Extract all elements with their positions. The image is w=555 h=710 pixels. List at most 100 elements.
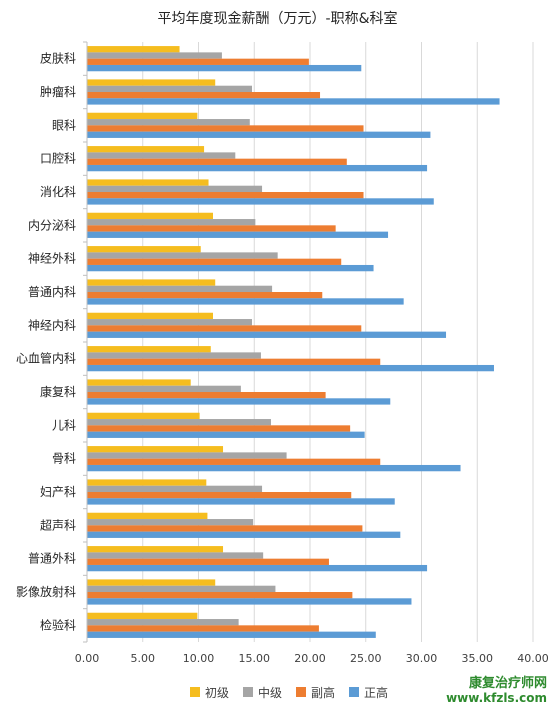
bar (87, 258, 342, 265)
x-tick-label: 35.00 (462, 652, 494, 665)
bar (87, 179, 209, 186)
bar (87, 185, 263, 192)
bar (87, 412, 200, 420)
category-label: 儿科 (52, 418, 76, 432)
bar (87, 192, 364, 199)
category-label: 皮肤科 (40, 51, 76, 66)
bar (87, 564, 428, 572)
bar (87, 458, 381, 465)
bar (87, 625, 319, 632)
category-label: 心血管内科 (16, 351, 76, 366)
bar (87, 131, 431, 138)
bar (87, 531, 401, 538)
legend-swatch (296, 687, 307, 697)
bar (87, 392, 326, 399)
bar (87, 498, 395, 505)
legend-item: 中级 (243, 684, 282, 701)
bar (87, 598, 412, 605)
x-tick-label: 25.00 (350, 652, 382, 665)
legend-label: 正高 (364, 685, 389, 700)
category-label: 普通外科 (28, 552, 76, 566)
category-label: 消化科 (40, 185, 76, 199)
bar (87, 152, 236, 159)
legend-swatch (349, 687, 360, 697)
bar (87, 425, 351, 432)
bar (87, 146, 205, 153)
bar (87, 579, 216, 586)
bar (87, 119, 250, 126)
bar (87, 525, 363, 532)
category-label: 神经外科 (28, 252, 76, 266)
bar (87, 379, 191, 386)
bar (87, 158, 347, 165)
bar (87, 79, 216, 86)
bar (87, 419, 271, 426)
bar (87, 612, 198, 620)
x-tick-label: 5.00 (131, 652, 156, 665)
bar (87, 64, 362, 72)
bar (87, 325, 362, 332)
bar (87, 225, 336, 232)
bar (87, 58, 309, 65)
bar (87, 558, 329, 565)
bar (87, 312, 213, 320)
site-watermark: 康复治疗师网 www.kfzls.com (446, 676, 547, 706)
bar (87, 292, 323, 299)
bar (87, 46, 180, 53)
bar (87, 452, 287, 459)
category-label: 骨科 (52, 452, 76, 466)
category-label: 影像放射科 (16, 584, 76, 599)
bar (87, 479, 207, 486)
x-tick-label: 20.00 (294, 652, 326, 665)
category-label: 检验科 (40, 617, 76, 632)
bar (87, 231, 389, 238)
category-label: 妇产科 (40, 485, 76, 499)
legend-label: 副高 (311, 685, 336, 700)
bar (87, 552, 264, 559)
bar (87, 619, 239, 626)
legend-item: 初级 (190, 684, 229, 701)
bar (87, 319, 253, 326)
bar (87, 512, 208, 520)
bar (87, 198, 434, 205)
bar (87, 331, 447, 338)
category-label: 超声科 (40, 517, 76, 532)
bar (87, 585, 276, 592)
bar (87, 219, 256, 226)
bar (87, 112, 198, 120)
legend-item: 正高 (349, 684, 388, 701)
bar (87, 252, 278, 259)
category-label: 口腔科 (40, 151, 76, 166)
chart-legend: 初级 中级 副高 正高 (190, 683, 388, 701)
bar (87, 246, 201, 253)
bar (87, 385, 241, 392)
legend-label: 初级 (205, 685, 230, 700)
x-tick-label: 0.00 (75, 652, 100, 665)
bar (87, 125, 364, 132)
bar (87, 464, 461, 472)
bar (87, 346, 211, 353)
category-label: 内分泌科 (28, 218, 76, 232)
bar (87, 212, 213, 220)
watermark-title: 康复治疗师网 (468, 676, 547, 691)
bar (87, 592, 353, 599)
bar (87, 92, 321, 99)
bar (87, 364, 494, 372)
bar (87, 298, 404, 305)
bar (87, 164, 428, 172)
bar (87, 519, 254, 526)
category-label: 普通内科 (28, 285, 76, 299)
x-tick-label: 30.00 (406, 652, 438, 665)
legend-swatch (190, 687, 200, 697)
category-label: 康复科 (40, 384, 76, 399)
bar (87, 446, 224, 453)
category-label: 肿瘤科 (40, 84, 76, 99)
bar (87, 492, 352, 499)
legend-item: 副高 (296, 684, 335, 701)
bar (87, 279, 216, 286)
legend-label: 中级 (258, 685, 283, 700)
chart-title: 平均年度现金薪酬（万元）-职称&科室 (157, 11, 398, 27)
x-tick-label: 40.00 (517, 652, 549, 665)
